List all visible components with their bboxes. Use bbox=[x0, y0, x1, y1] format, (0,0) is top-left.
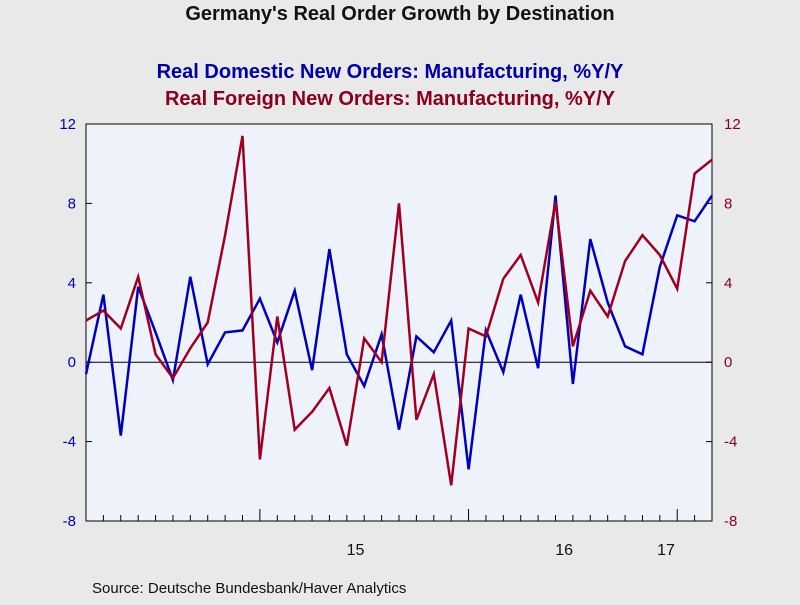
legend-domestic: Real Domestic New Orders: Manufacturing,… bbox=[157, 61, 624, 83]
left-tick-label: -8 bbox=[63, 513, 76, 530]
right-tick-label: 0 bbox=[724, 354, 732, 371]
source-note: Source: Deutsche Bundesbank/Haver Analyt… bbox=[92, 580, 406, 597]
right-tick-label: -4 bbox=[724, 434, 737, 451]
right-tick-label: 12 bbox=[724, 116, 741, 133]
x-tick-label: 15 bbox=[347, 542, 365, 559]
axes: -8 -4 0 4 8 12 -8 -4 0 4 8 12 15 16 17 bbox=[59, 116, 740, 559]
x-tick-label: 16 bbox=[555, 542, 573, 559]
left-tick-label: 12 bbox=[59, 116, 76, 133]
legend-foreign: Real Foreign New Orders: Manufacturing, … bbox=[165, 88, 616, 110]
left-tick-label: 4 bbox=[68, 275, 76, 292]
right-tick-label: 8 bbox=[724, 195, 732, 212]
series-line-foreign bbox=[85, 135, 713, 486]
left-tick-label: 8 bbox=[68, 195, 76, 212]
series-line-domestic bbox=[84, 194, 714, 470]
plot-area bbox=[85, 123, 713, 522]
left-tick-label: 0 bbox=[68, 354, 76, 371]
right-tick-label: 4 bbox=[724, 275, 732, 292]
chart-title: Germany's Real Order Growth by Destinati… bbox=[185, 3, 614, 25]
series-lines bbox=[84, 135, 714, 486]
right-tick-label: -8 bbox=[724, 513, 737, 530]
left-tick-label: -4 bbox=[63, 434, 76, 451]
x-tick-label: 17 bbox=[657, 542, 675, 559]
